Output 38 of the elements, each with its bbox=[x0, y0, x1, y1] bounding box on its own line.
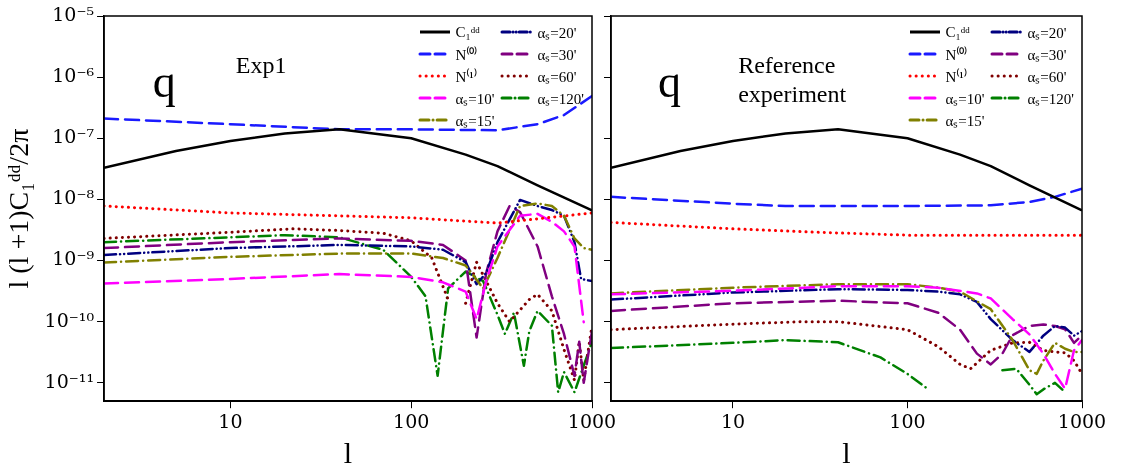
y-tick-label: 10⁻⁶ bbox=[52, 64, 95, 87]
x-tick-label: 100 bbox=[393, 409, 430, 432]
legend-label: αₛ=15' bbox=[455, 112, 495, 130]
annotation: q bbox=[658, 56, 682, 108]
legend-label: αₛ=10' bbox=[455, 90, 495, 108]
annotation: q bbox=[152, 56, 176, 108]
x-tick-label: 1000 bbox=[1057, 409, 1107, 432]
legend-label: αₛ=30' bbox=[537, 46, 577, 64]
x-tick-label: 1000 bbox=[567, 409, 617, 432]
legend-label: N⁽⁰⁾ bbox=[455, 45, 478, 64]
y-tick-label: 10⁻¹⁰ bbox=[44, 308, 95, 331]
legend-label: αₛ=20' bbox=[1027, 24, 1067, 42]
y-tick-label: 10⁻¹¹ bbox=[44, 369, 95, 392]
legend-label: C₁ᵈᵈ bbox=[945, 23, 971, 41]
annotation: Exp1 bbox=[235, 51, 287, 78]
legend-label: αₛ=15' bbox=[945, 112, 985, 130]
x-axis-title: l bbox=[343, 435, 353, 469]
legend-label: αₛ=120' bbox=[537, 90, 584, 108]
legend-label: αₛ=120' bbox=[1027, 90, 1074, 108]
x-tick-label: 100 bbox=[889, 409, 926, 432]
legend-label: N⁽¹⁾ bbox=[945, 67, 967, 86]
legend-label: C₁ᵈᵈ bbox=[455, 23, 481, 41]
legend-label: αₛ=20' bbox=[537, 24, 577, 42]
y-axis-title: l (l +1)C₁ᵈᵈ/2π bbox=[3, 128, 35, 289]
legend-label: αₛ=60' bbox=[537, 68, 577, 86]
x-axis-title: l bbox=[842, 435, 851, 469]
y-tick-label: 10⁻⁷ bbox=[52, 125, 95, 148]
y-tick-label: 10⁻⁹ bbox=[52, 247, 95, 270]
x-tick-label: 10 bbox=[218, 409, 243, 432]
legend-label: N⁽⁰⁾ bbox=[945, 45, 968, 64]
legend-label: αₛ=10' bbox=[945, 90, 985, 108]
y-tick-label: 10⁻⁵ bbox=[52, 2, 95, 25]
legend-label: αₛ=60' bbox=[1027, 68, 1067, 86]
legend-label: αₛ=30' bbox=[1027, 46, 1067, 64]
y-tick-label: 10⁻⁸ bbox=[52, 186, 95, 209]
x-tick-label: 10 bbox=[720, 409, 746, 432]
legend-label: N⁽¹⁾ bbox=[455, 67, 477, 86]
annotation: Reference experiment bbox=[738, 51, 847, 107]
